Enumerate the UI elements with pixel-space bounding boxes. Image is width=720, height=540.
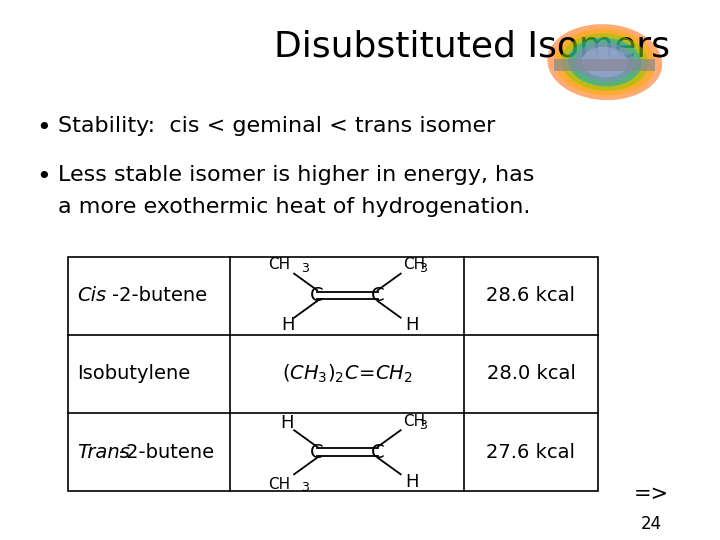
Text: H: H	[280, 414, 294, 431]
Text: 28.6 kcal: 28.6 kcal	[487, 286, 575, 305]
Ellipse shape	[547, 24, 662, 100]
Text: C: C	[310, 286, 324, 305]
Text: CH: CH	[403, 414, 425, 429]
Text: CH: CH	[403, 258, 425, 273]
Text: Less stable isomer is higher in energy, has: Less stable isomer is higher in energy, …	[58, 165, 534, 185]
Text: C: C	[310, 443, 324, 462]
Text: $(CH_3)_2C\!=\!CH_2$: $(CH_3)_2C\!=\!CH_2$	[282, 363, 413, 385]
Text: 3: 3	[302, 481, 309, 494]
Text: CH: CH	[268, 258, 290, 273]
Ellipse shape	[582, 47, 628, 77]
Text: 27.6 kcal: 27.6 kcal	[487, 443, 575, 462]
Text: 28.0 kcal: 28.0 kcal	[487, 364, 575, 383]
Text: C: C	[371, 443, 384, 462]
Ellipse shape	[554, 29, 655, 96]
Text: -2-butene: -2-butene	[112, 286, 207, 305]
Text: 3: 3	[302, 262, 309, 275]
Bar	[68, 256, 598, 491]
Text: H: H	[282, 316, 295, 334]
Text: -2-butene: -2-butene	[119, 443, 214, 462]
Ellipse shape	[575, 42, 634, 82]
Text: C: C	[371, 286, 384, 305]
Text: Disubstituted Isomers: Disubstituted Isomers	[274, 30, 670, 64]
Text: a more exothermic heat of hydrogenation.: a more exothermic heat of hydrogenation.	[58, 197, 530, 217]
Text: 24: 24	[641, 515, 662, 533]
Text: H: H	[405, 316, 418, 334]
Text: Isobutylene: Isobutylene	[77, 364, 190, 383]
Bar	[554, 59, 655, 71]
Text: CH: CH	[268, 476, 290, 491]
Text: Cis: Cis	[77, 286, 106, 305]
Text: =>: =>	[634, 484, 669, 504]
Ellipse shape	[561, 33, 649, 91]
Text: Trans: Trans	[77, 443, 130, 462]
Text: •: •	[36, 165, 50, 188]
Text: H: H	[405, 473, 418, 491]
Text: •: •	[36, 116, 50, 140]
Text: Stability:  cis < geminal < trans isomer: Stability: cis < geminal < trans isomer	[58, 116, 495, 136]
Ellipse shape	[568, 38, 642, 86]
Text: 3: 3	[419, 262, 426, 275]
Text: 3: 3	[419, 419, 426, 432]
